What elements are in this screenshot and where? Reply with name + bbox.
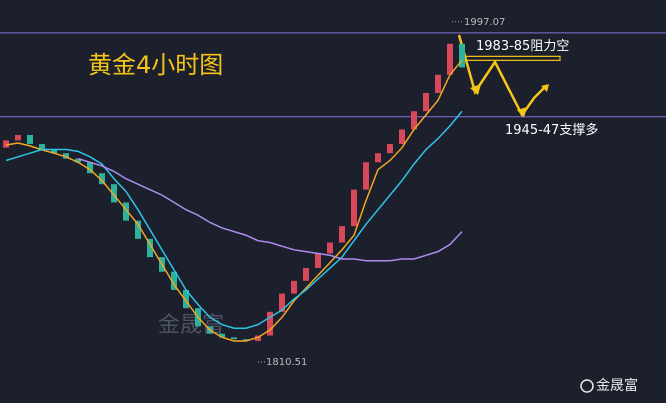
candle <box>87 162 93 174</box>
ma-line <box>5 59 463 342</box>
candle <box>63 153 69 159</box>
candle <box>423 93 429 112</box>
candle <box>447 43 453 75</box>
candle <box>147 238 153 258</box>
candle <box>27 134 33 145</box>
candle <box>279 293 285 312</box>
candle <box>39 144 45 150</box>
candle <box>435 74 441 93</box>
candle <box>375 153 381 163</box>
candle <box>327 242 333 254</box>
candle <box>411 111 417 130</box>
support-label: 1945-47支撑多 <box>505 122 598 138</box>
candle <box>51 149 57 154</box>
high-label: 1997.07 <box>464 17 505 28</box>
candle <box>171 271 177 290</box>
ma-line <box>5 110 463 329</box>
candle <box>363 162 369 190</box>
candle <box>3 140 9 148</box>
candle <box>135 220 141 239</box>
candle <box>339 226 345 243</box>
candle <box>183 289 189 309</box>
arrow-head <box>541 84 549 92</box>
resistance-label: 1983-85阻力空 <box>476 39 569 54</box>
candle <box>399 129 405 145</box>
brand: 金晟富 <box>596 377 638 394</box>
ma-line <box>77 157 463 262</box>
candle <box>351 189 357 227</box>
arrow-head <box>470 84 481 95</box>
candle <box>303 268 309 281</box>
candle <box>291 280 297 294</box>
candle <box>459 43 465 68</box>
candle <box>99 173 105 185</box>
candle <box>243 339 249 341</box>
candle <box>111 184 117 203</box>
candle <box>387 144 393 154</box>
candle <box>255 335 261 341</box>
candle <box>219 333 225 338</box>
low-label: 1810.51 <box>266 357 307 368</box>
candle <box>267 311 273 336</box>
candle <box>315 253 321 269</box>
candle <box>15 134 21 141</box>
watermark: 金晟富 <box>158 313 224 338</box>
chart-title: 黄金4小时图 <box>88 51 223 79</box>
candle <box>231 337 237 340</box>
zigzag-arrow <box>457 34 547 118</box>
brand-icon <box>580 379 594 393</box>
candle <box>75 158 81 163</box>
candle <box>123 202 129 221</box>
resistance-band <box>464 55 561 61</box>
arrow-head <box>517 107 527 118</box>
